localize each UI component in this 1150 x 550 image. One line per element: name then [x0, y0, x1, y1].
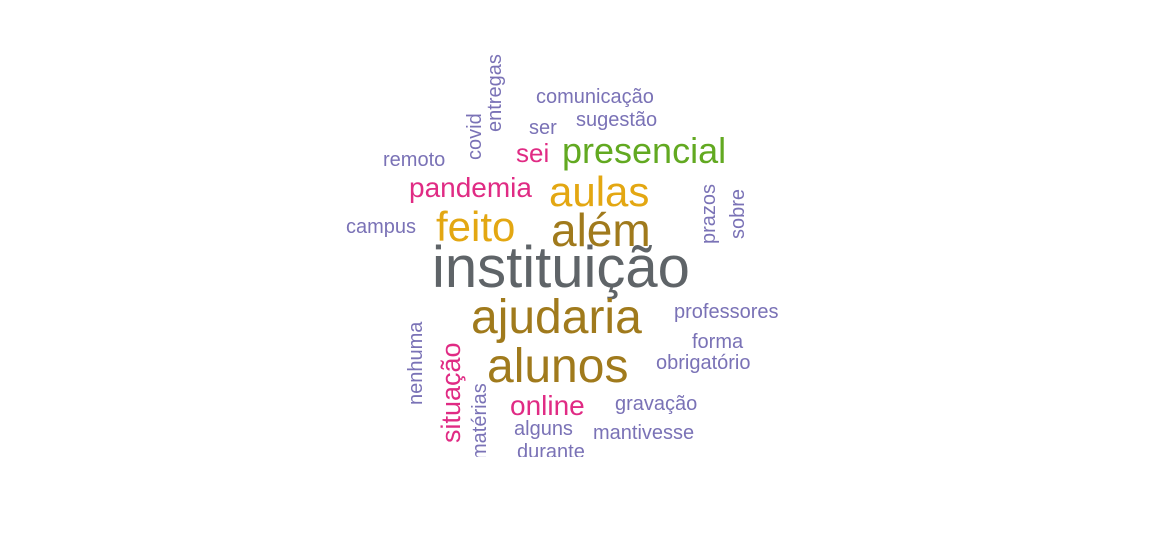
word-feito: feito	[436, 203, 516, 250]
word-ser: ser	[529, 117, 557, 139]
word-campus: campus	[346, 216, 417, 238]
word-aulas: aulas	[549, 168, 650, 215]
word-presencial: presencial	[562, 130, 727, 171]
word-materias: matérias	[469, 383, 491, 457]
word-sobre: sobre	[727, 188, 749, 239]
word-professores: professores	[674, 301, 779, 323]
word-covid: covid	[464, 113, 486, 160]
word-sei: sei	[516, 138, 550, 168]
word-alguns: alguns	[514, 418, 573, 440]
word-durante: durante	[517, 441, 585, 457]
word-obrigatorio: obrigatório	[656, 352, 751, 374]
word-ajudaria: ajudaria	[471, 291, 642, 344]
word-alem: além	[551, 204, 651, 256]
word-alunos: alunos	[487, 340, 629, 393]
word-comunicacao: comunicação	[536, 86, 654, 108]
word-cloud-area: instituição além ajudaria alunos aulas f…	[346, 54, 779, 457]
word-entregas: entregas	[484, 54, 506, 132]
word-gravacao: gravação	[615, 393, 698, 415]
word-online: online	[510, 390, 585, 421]
word-instituicao: instituição	[432, 235, 690, 300]
word-nenhuma: nenhuma	[405, 321, 427, 405]
word-pandemia: pandemia	[409, 172, 532, 203]
word-situacao: situação	[436, 342, 466, 443]
word-forma: forma	[692, 331, 744, 353]
word-prazos: prazos	[698, 183, 720, 244]
word-sugestao: sugestão	[576, 109, 658, 131]
word-remoto: remoto	[383, 149, 446, 171]
word-mantivesse: mantivesse	[593, 422, 695, 444]
